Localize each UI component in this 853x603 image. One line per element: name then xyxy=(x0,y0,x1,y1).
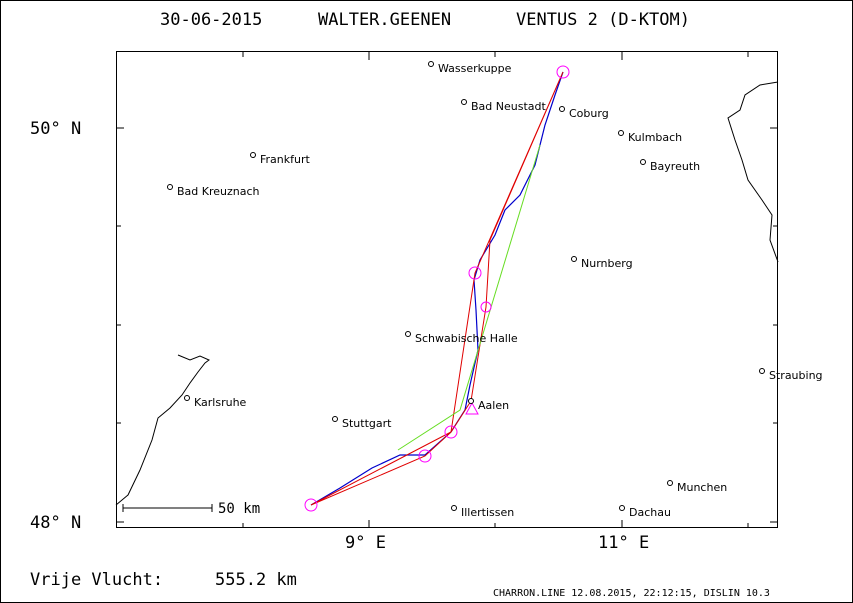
city-marker xyxy=(167,184,173,190)
city-marker xyxy=(250,152,256,158)
city-label: Aalen xyxy=(478,399,509,412)
city-label: Stuttgart xyxy=(342,417,392,430)
y-axis-label: 50° N xyxy=(30,119,81,139)
border-line xyxy=(727,81,779,263)
city-label: Munchen xyxy=(677,481,727,494)
city-marker xyxy=(451,505,457,511)
scale-label: 50 km xyxy=(218,501,260,517)
city-marker xyxy=(667,480,673,486)
x-axis-label: 11° E xyxy=(598,533,649,553)
city-marker xyxy=(618,130,624,136)
border-line xyxy=(115,354,210,506)
city-label: Straubing xyxy=(769,369,823,382)
city-label: Bad Kreuznach xyxy=(177,185,260,198)
map-frame xyxy=(116,51,778,528)
city-label: Coburg xyxy=(569,107,609,120)
city-label: Wasserkuppe xyxy=(438,62,512,75)
city-label: Karlsruhe xyxy=(194,396,247,409)
city-marker xyxy=(640,159,646,165)
task-line xyxy=(397,144,541,451)
city-label: Nurnberg xyxy=(581,257,633,270)
city-marker xyxy=(619,505,625,511)
header-pilot: WALTER.GEENEN xyxy=(318,10,451,30)
city-label: Schwabische Halle xyxy=(415,332,518,345)
city-marker xyxy=(332,416,338,422)
city-marker xyxy=(759,368,765,374)
frame-ticks xyxy=(116,52,778,528)
city-marker xyxy=(468,398,474,404)
distance-value: 555.2 km xyxy=(215,570,297,590)
city-label: Bayreuth xyxy=(650,160,700,173)
city-label: Dachau xyxy=(629,506,671,519)
city-label: Kulmbach xyxy=(628,131,682,144)
task-line xyxy=(310,71,564,506)
distance-label: Vrije Vlucht: xyxy=(30,570,163,590)
turnpoints xyxy=(304,65,570,512)
cities: Wasserkuppe Bad Neustadt Coburg Kulmbach Bay… xyxy=(167,61,823,519)
header-glider: VENTUS 2 (D-KTOM) xyxy=(516,10,690,30)
city-marker xyxy=(428,61,434,67)
footer: CHARRON.LINE 12.08.2015, 22:12:15, DISLI… xyxy=(493,588,770,599)
city-marker xyxy=(461,99,467,105)
city-marker xyxy=(405,331,411,337)
y-axis-label: 48° N xyxy=(30,513,81,533)
city-marker xyxy=(184,395,190,401)
city-marker xyxy=(571,256,577,262)
flight-track xyxy=(310,71,564,506)
header-date: 30-06-2015 xyxy=(160,10,262,30)
city-marker xyxy=(559,106,565,112)
x-axis-label: 9° E xyxy=(345,533,386,553)
city-label: Frankfurt xyxy=(260,153,310,166)
city-label: Illertissen xyxy=(461,506,514,519)
city-label: Bad Neustadt xyxy=(471,100,547,113)
